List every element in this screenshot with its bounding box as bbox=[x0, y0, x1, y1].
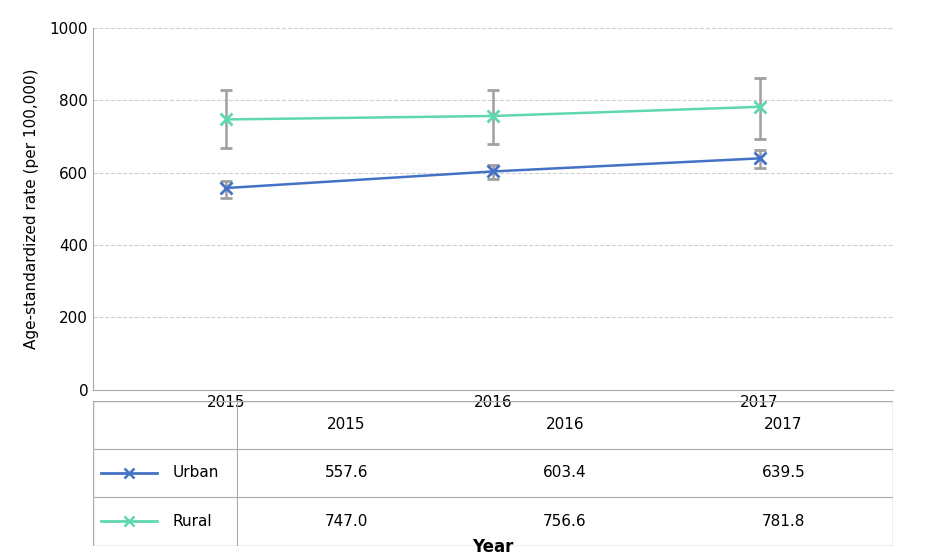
Text: Year: Year bbox=[472, 538, 513, 556]
Text: 2016: 2016 bbox=[546, 417, 584, 432]
Text: Urban: Urban bbox=[173, 465, 219, 480]
Text: 2017: 2017 bbox=[764, 417, 803, 432]
Text: 747.0: 747.0 bbox=[325, 514, 368, 529]
Text: 756.6: 756.6 bbox=[543, 514, 587, 529]
Text: 639.5: 639.5 bbox=[762, 465, 805, 480]
Text: Rural: Rural bbox=[173, 514, 213, 529]
Text: 2015: 2015 bbox=[327, 417, 365, 432]
Text: 557.6: 557.6 bbox=[325, 465, 368, 480]
Text: 603.4: 603.4 bbox=[543, 465, 587, 480]
Text: 781.8: 781.8 bbox=[762, 514, 805, 529]
Y-axis label: Age-standardized rate (per 100,000): Age-standardized rate (per 100,000) bbox=[23, 69, 38, 349]
